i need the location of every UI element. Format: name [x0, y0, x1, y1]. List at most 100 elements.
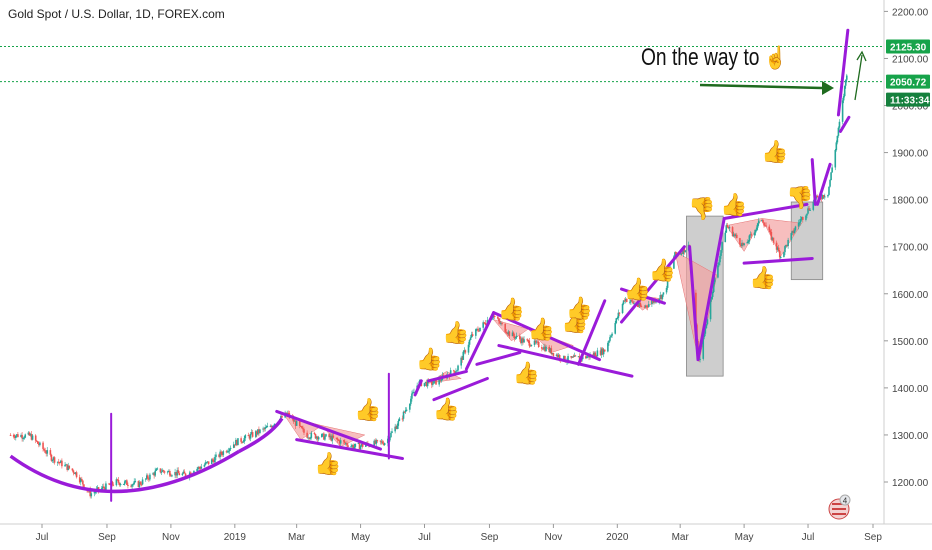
- candle-body: [169, 470, 171, 476]
- pattern-trendline: [742, 256, 814, 265]
- candle-body: [469, 337, 472, 340]
- x-tick-label: Jul: [36, 532, 49, 543]
- candle-body: [330, 435, 333, 441]
- candle-body: [695, 292, 697, 325]
- candle-body: [184, 473, 187, 477]
- candle-body: [387, 438, 389, 444]
- candle-body: [354, 443, 357, 447]
- candle-body: [78, 477, 81, 483]
- candle-body: [139, 482, 142, 485]
- candle-body: [214, 457, 216, 463]
- x-tick-label: May: [735, 532, 754, 543]
- candle-body: [567, 356, 569, 361]
- candle-body: [156, 468, 159, 470]
- candle-body: [742, 242, 744, 246]
- candle-body: [740, 244, 742, 247]
- candle-body: [258, 429, 260, 433]
- candle-body: [153, 473, 155, 476]
- price-tag-label: 2125.30: [890, 43, 927, 54]
- candle-body: [105, 483, 107, 491]
- candle-body: [572, 356, 575, 358]
- candle-body: [404, 410, 407, 412]
- candle-body: [226, 451, 229, 453]
- candle-body: [222, 451, 225, 455]
- candle-body: [281, 415, 283, 418]
- candle-body: [537, 341, 540, 348]
- candle-body: [610, 335, 612, 338]
- candle-body: [112, 484, 115, 486]
- cup-curve-right: [238, 417, 284, 453]
- candle-body: [478, 330, 480, 332]
- candle-body: [573, 355, 576, 357]
- candle-body: [593, 352, 596, 356]
- candle-body: [680, 252, 683, 255]
- candle-body: [425, 381, 428, 387]
- candle-body: [66, 464, 68, 470]
- candle-body: [74, 472, 77, 475]
- x-tick-label: 2019: [224, 532, 247, 543]
- candle-body: [769, 230, 772, 233]
- trend-arrowhead: [856, 50, 867, 62]
- candle-body: [550, 348, 553, 354]
- candle-body: [521, 338, 523, 343]
- candle-body: [167, 470, 170, 472]
- candle-body: [506, 333, 509, 335]
- candle-body: [812, 201, 815, 210]
- x-tick-label: Nov: [162, 532, 180, 543]
- candle-body: [380, 441, 383, 443]
- candle-body: [75, 472, 78, 478]
- candle-body: [433, 380, 435, 384]
- flag-stripe: [832, 508, 846, 510]
- candle-body: [266, 425, 269, 428]
- thumbs-up-icon: 👍: [433, 397, 460, 423]
- candle-body: [351, 445, 353, 447]
- candle-body: [542, 348, 544, 350]
- candle-body: [376, 440, 379, 442]
- candle-body: [242, 441, 245, 443]
- candle-body: [467, 344, 470, 353]
- candle-body: [544, 346, 546, 352]
- price-tag-label: 2050.72: [890, 78, 927, 89]
- candle-body: [704, 328, 707, 334]
- candle-body: [205, 462, 208, 464]
- candle-body: [453, 370, 455, 372]
- candle-body: [846, 75, 848, 80]
- price-tag[interactable]: [886, 39, 930, 54]
- price-tag[interactable]: [886, 74, 930, 89]
- candle-body: [50, 454, 53, 461]
- candle-body: [101, 486, 104, 489]
- price-axis[interactable]: [884, 0, 932, 550]
- candle-body: [375, 440, 378, 444]
- candle-body: [138, 482, 141, 488]
- candle-body: [259, 429, 261, 433]
- candle-body: [630, 299, 632, 302]
- candle-body: [44, 450, 46, 453]
- price-tag[interactable]: [886, 92, 930, 107]
- candle-body: [471, 334, 474, 336]
- candle-body: [577, 356, 580, 358]
- candle-body: [317, 437, 320, 440]
- candle-body: [755, 227, 758, 230]
- candle-body: [109, 484, 111, 486]
- candle-body: [215, 454, 217, 458]
- candle-body: [412, 392, 414, 394]
- candle-body: [834, 150, 837, 168]
- candle-body: [360, 443, 363, 446]
- candle-body: [81, 478, 83, 481]
- candle-body: [103, 486, 105, 489]
- candle-body: [302, 428, 304, 430]
- candle-body: [181, 473, 184, 476]
- trend-arrow: [854, 54, 863, 101]
- y-tick-label: 2100.00: [892, 54, 929, 65]
- candle-body: [523, 339, 525, 343]
- candle-body: [508, 331, 511, 337]
- pointing-hand-up-icon: ☝: [764, 45, 787, 70]
- candle-body: [772, 237, 775, 243]
- candle-body: [637, 305, 640, 307]
- candle-body: [134, 481, 137, 483]
- candle-body: [324, 436, 326, 440]
- candle-body: [468, 339, 471, 345]
- green-arrowhead: [822, 81, 834, 95]
